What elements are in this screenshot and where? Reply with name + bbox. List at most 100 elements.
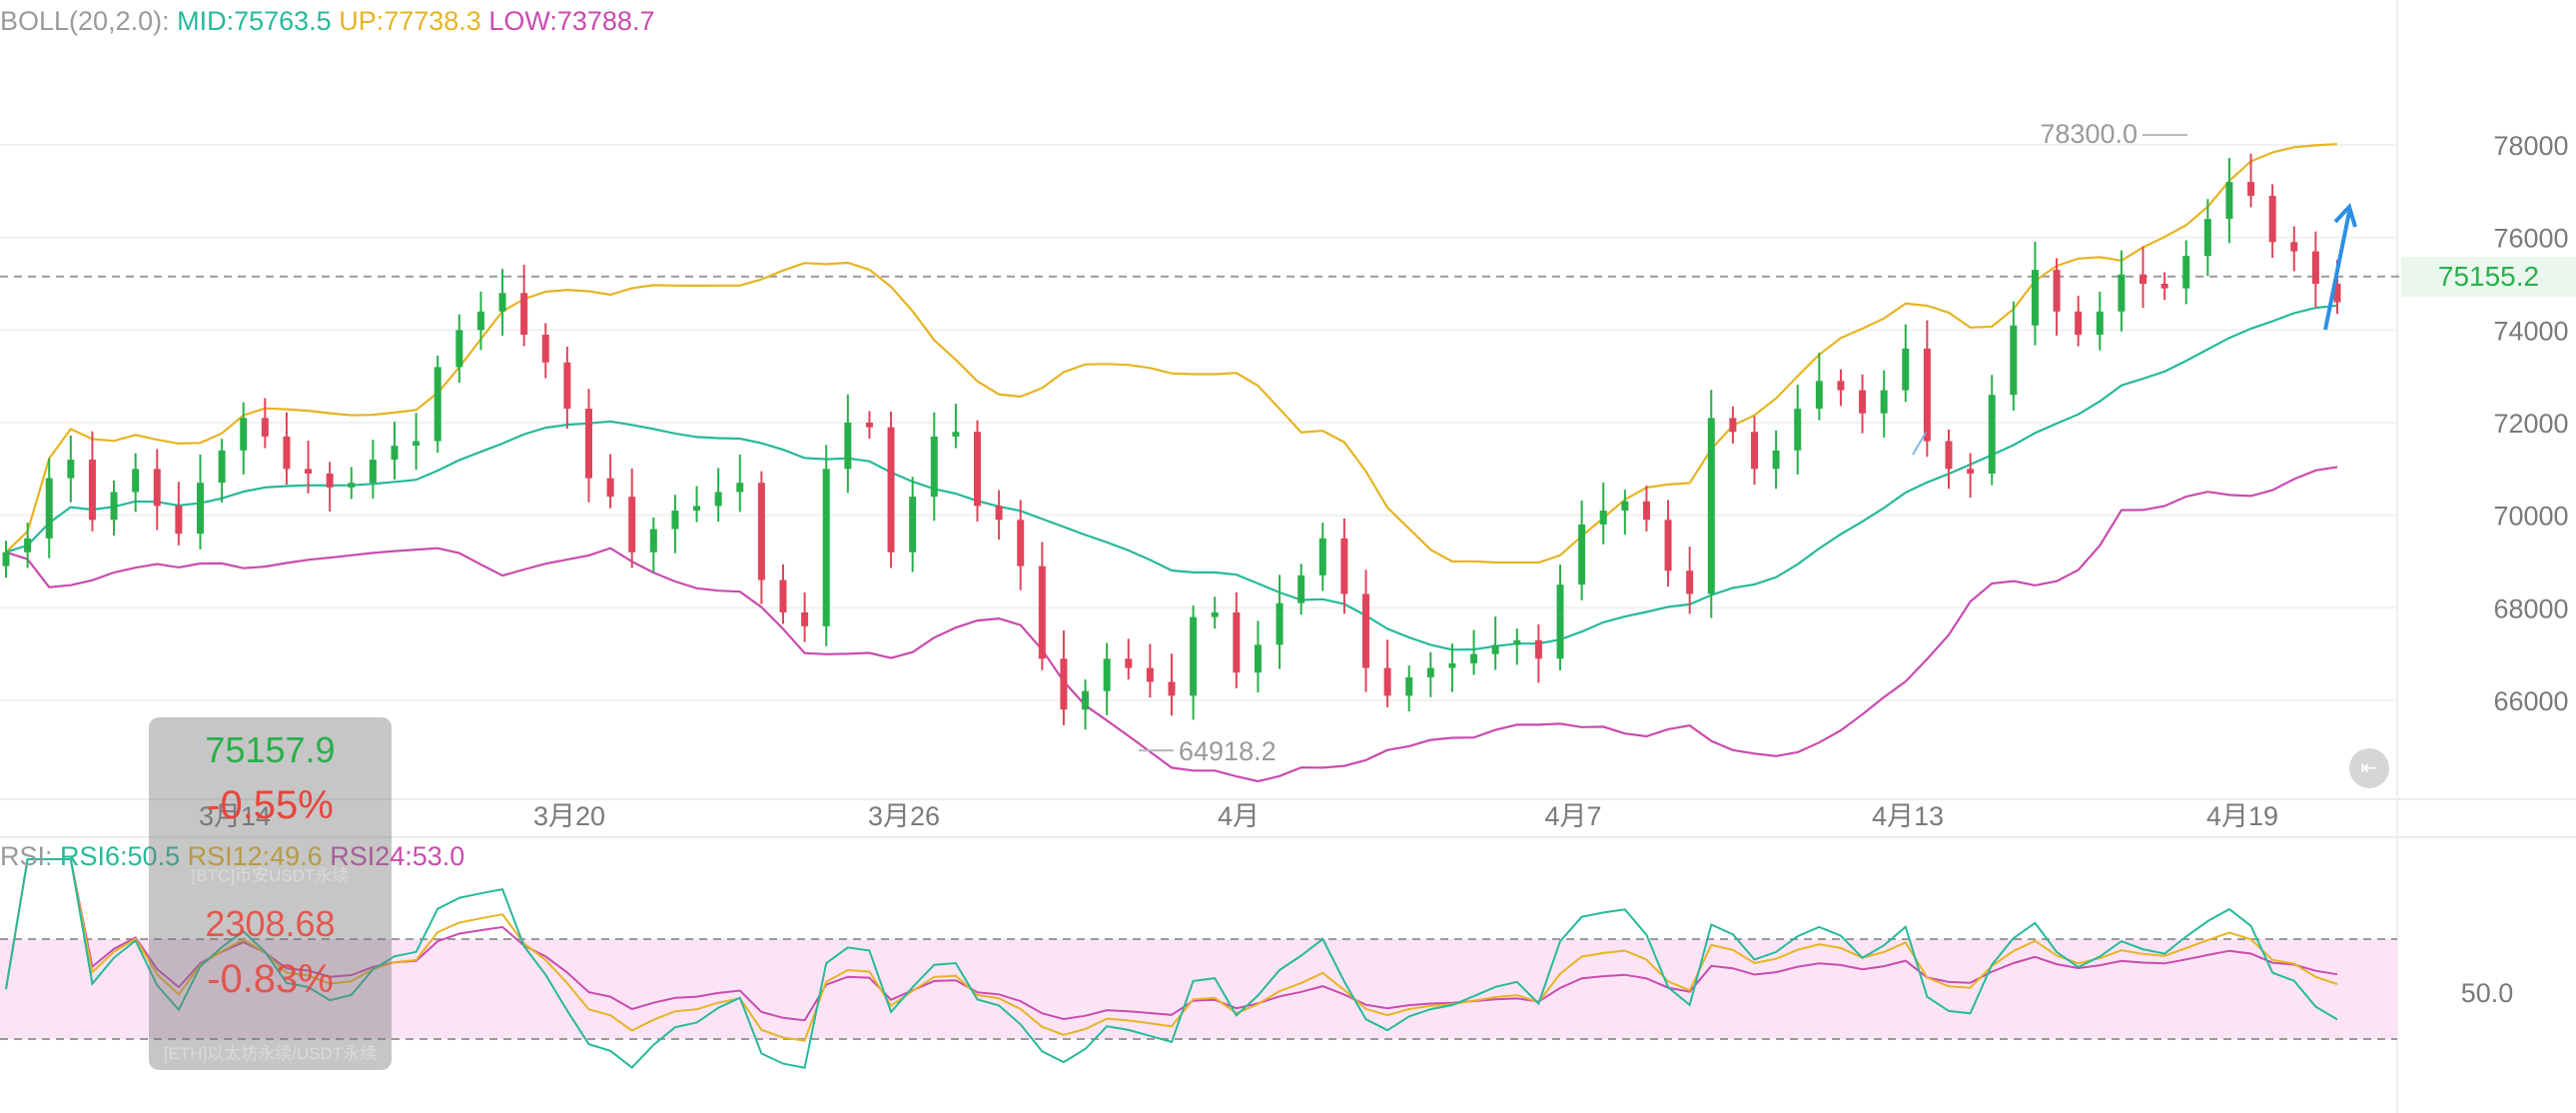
candle-body: [2225, 182, 2233, 220]
candle: [541, 323, 549, 379]
candle-body: [153, 469, 161, 507]
projection-arrow-head: [2333, 203, 2357, 228]
candle: [2160, 272, 2168, 301]
candle-body: [2031, 270, 2039, 326]
candle: [132, 453, 140, 513]
candle-body: [974, 432, 981, 507]
candle-body: [1923, 348, 1931, 442]
candle-body: [1988, 395, 1996, 474]
candle: [1146, 643, 1154, 698]
overlay-price: 75157.9: [205, 729, 336, 770]
candle-body: [1276, 602, 1284, 645]
candle-body: [2, 552, 10, 566]
candle: [1426, 651, 1434, 697]
candle-body: [24, 538, 32, 553]
reset-zoom-button[interactable]: ⇤: [2349, 748, 2389, 788]
candle: [671, 495, 679, 554]
candle: [865, 411, 873, 440]
candle: [1082, 679, 1090, 730]
candle-body: [1967, 469, 1975, 474]
candle: [2031, 241, 2039, 346]
candle: [455, 314, 463, 384]
candle: [1470, 629, 1478, 675]
candle-body: [693, 506, 701, 512]
rsi6-value: RSI6:50.5: [60, 841, 181, 871]
date-tick-label: 4月7: [1544, 801, 1601, 831]
candle: [476, 291, 484, 351]
candle: [649, 517, 657, 572]
boll-legend-prefix: BOLL(20,2.0):: [0, 6, 178, 36]
candle: [67, 435, 75, 503]
candle: [1405, 665, 1413, 712]
price-tick-label: 68000: [2493, 593, 2568, 623]
candle: [2, 541, 10, 578]
candle-body: [844, 423, 852, 470]
boll-mid-line: [5, 304, 2338, 651]
boll-lower-line: [5, 466, 2338, 783]
candle-body: [175, 506, 183, 535]
candle: [844, 394, 852, 494]
candle: [1880, 370, 1888, 438]
candle-body: [1254, 644, 1262, 673]
overlay-second-change: -0.83%: [207, 957, 334, 1001]
candle-body: [1405, 676, 1413, 696]
candle: [1664, 500, 1672, 587]
candle: [1923, 320, 1931, 458]
price-overlay-card[interactable]: 75157.9 -0.55% [BTC]币安USDT永续 2308.68 -0.…: [149, 717, 392, 1070]
candle: [1988, 375, 1996, 486]
candle-body: [218, 450, 226, 484]
candle: [1686, 547, 1694, 614]
candle: [1815, 353, 1823, 421]
candle-body: [2333, 284, 2341, 303]
candle-body: [822, 469, 830, 626]
price-tick-label: 72000: [2493, 409, 2568, 439]
overlay-pair-name: [BTC]币安USDT永续: [191, 866, 350, 885]
candle: [1125, 638, 1133, 680]
candle-body: [1859, 390, 1867, 414]
candle-body: [2096, 311, 2104, 335]
candle-body: [671, 511, 679, 530]
candle-body: [1578, 524, 1586, 585]
candle-body: [45, 478, 53, 539]
boll-legend: BOLL(20,2.0): MID:75763.5 UP:77738.3 LOW…: [0, 6, 654, 37]
candle-body: [865, 423, 873, 428]
rsi6-line: [5, 858, 2338, 1069]
candle: [391, 422, 399, 480]
rsi-axis-label: 50.0: [2461, 978, 2514, 1008]
candle-body: [541, 334, 549, 363]
candle: [930, 412, 938, 522]
candle-body: [2160, 284, 2168, 289]
candle-body: [628, 497, 636, 553]
candle-body: [585, 409, 592, 479]
candle: [2053, 258, 2061, 336]
candle-body: [1556, 584, 1564, 659]
boll-mid-value: MID:75763.5: [177, 6, 332, 36]
candle: [348, 467, 356, 500]
candle-body: [433, 367, 441, 442]
candle-body: [520, 293, 528, 335]
candle: [1017, 500, 1025, 590]
candle: [1448, 643, 1456, 692]
candle: [1945, 429, 1953, 490]
candle: [1794, 385, 1802, 475]
candle: [2075, 296, 2083, 347]
candle: [1038, 542, 1046, 670]
candle-body: [1686, 570, 1694, 594]
date-tick-label: 3月14: [199, 801, 271, 831]
candle: [110, 480, 118, 537]
candle-body: [1491, 644, 1499, 654]
date-tick-label: 4月: [1218, 801, 1260, 831]
candle-body: [2290, 242, 2298, 252]
price-tick-label: 70000: [2493, 502, 2568, 532]
candle-body: [2182, 256, 2190, 289]
candle-body: [1902, 348, 1910, 391]
candle: [1599, 482, 1607, 545]
date-tick-label: 4月19: [2206, 801, 2278, 831]
candle-body: [455, 330, 463, 368]
candle-body: [261, 418, 269, 437]
overlay-change-pct: -0.55%: [207, 783, 334, 827]
date-tick-label: 4月13: [1872, 801, 1944, 831]
date-axis: 3月14 3月20 3月26 4月 4月7 4月13 4月19: [199, 801, 2278, 831]
